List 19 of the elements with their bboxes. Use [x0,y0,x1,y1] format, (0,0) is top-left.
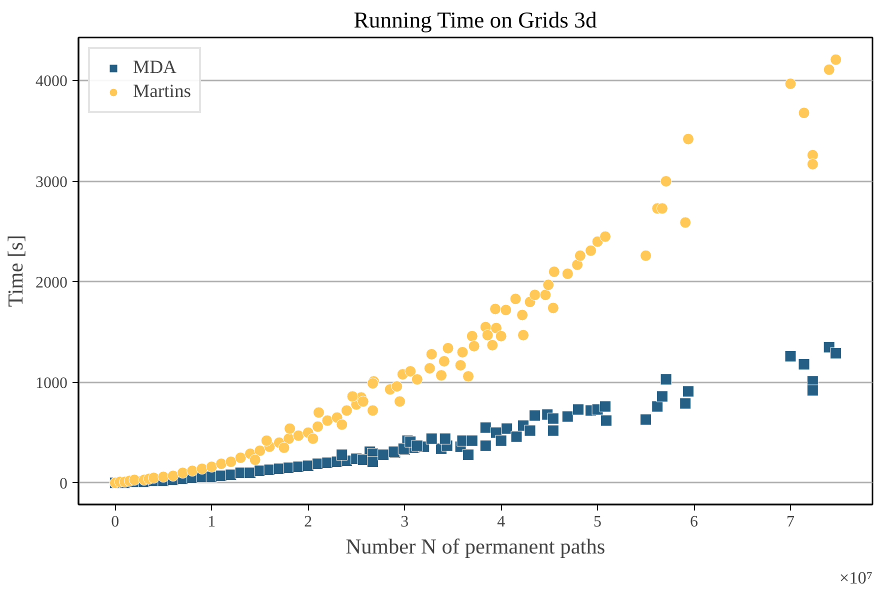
chart-title: Running Time on Grids 3d [354,8,598,32]
legend-label: Martins [133,81,192,103]
y-tick-label: 1000 [36,374,68,392]
x-tick-label: 2 [304,514,312,530]
legend-label: MDA [133,57,177,79]
y-tick-label: 4000 [36,73,68,90]
x-tick-label: 6 [690,514,698,530]
x-tick-label: 3 [400,514,409,530]
x-tick-label: 0 [111,514,120,530]
x-tick-label: 1 [208,514,216,530]
y-axis-title: Time [s] [4,234,28,308]
y-tick-label: 0 [60,475,68,492]
text: ×10⁷ [839,568,873,588]
y-tick-label: 2000 [36,274,68,292]
x-tick-label: 7 [786,514,794,530]
x-tick-label: 5 [594,514,602,530]
x-tick-label: 4 [497,514,506,530]
y-tick-label: 3000 [36,174,68,191]
x-axis-title: Number N of permanent paths [346,534,606,558]
